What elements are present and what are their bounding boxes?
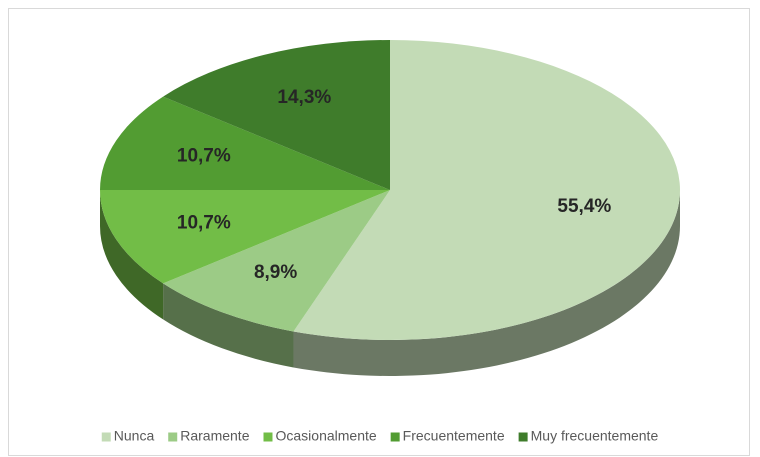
legend-swatch [518,432,528,442]
legend-label: Raramente [180,428,249,444]
data-label: 14,3% [277,87,331,108]
legend-swatch [168,432,178,442]
slice [100,190,390,284]
data-label: 55,4% [557,196,611,217]
data-label: 10,7% [177,145,231,166]
slice [163,190,390,332]
slice [163,40,390,190]
slice [293,40,681,340]
legend-label: Nunca [114,428,155,444]
legend: Nunca Raramente Ocasionalmente Frecuentemen… [101,428,659,444]
slice [100,96,390,190]
legend-label: Muy frecuentemente [531,428,659,444]
legend-swatch [390,432,400,442]
legend-swatch [263,432,273,442]
legend-swatch [101,432,111,442]
data-label: 8,9% [254,262,297,283]
legend-label: Frecuentemente [403,428,505,444]
data-label: 10,7% [177,213,231,234]
slice-side [100,190,164,320]
legend-label: Ocasionalmente [275,428,376,444]
slice-side [293,190,680,376]
slice-side [163,283,294,368]
